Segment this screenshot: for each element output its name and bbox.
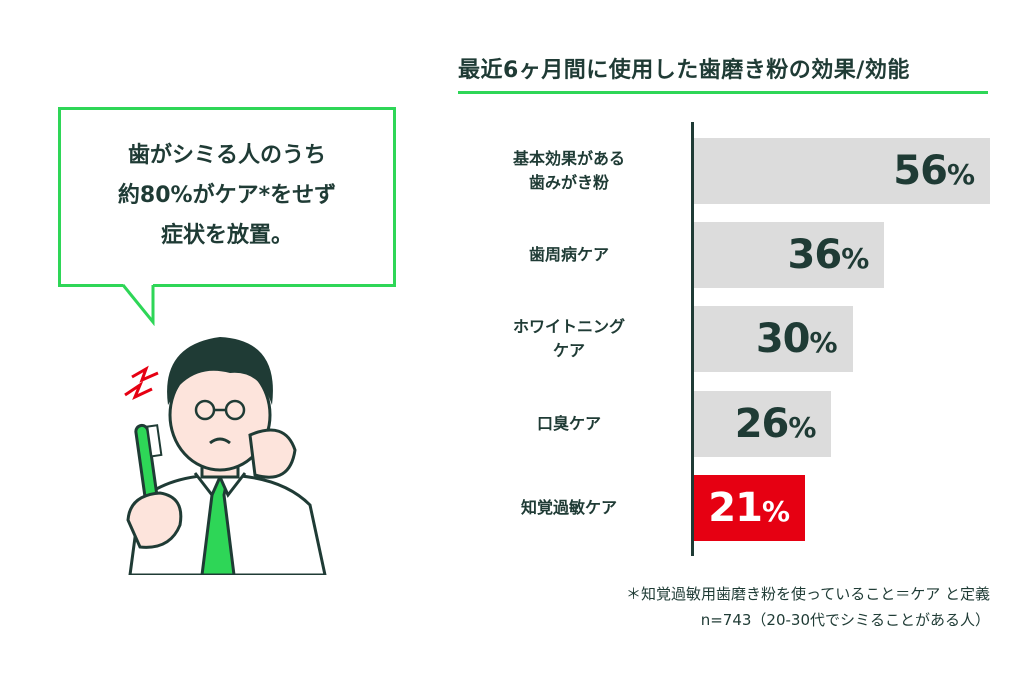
bar: 56%: [694, 138, 990, 204]
category-label-line: ホワイトニング: [512, 317, 625, 336]
bubble-line: 歯がシミる人のうち: [127, 143, 326, 168]
speech-bubble: 歯がシミる人のうち 約80%がケア*をせず 症状を放置。: [58, 107, 396, 287]
category-label-line: 歯みがき粉: [528, 173, 609, 192]
category-label: 基本効果がある 歯みがき粉: [459, 147, 679, 195]
bar-row: ホワイトニング ケア 30%: [0, 306, 1024, 372]
bubble-line: 症状を放置。: [160, 223, 293, 248]
category-label-line: 歯周病ケア: [528, 245, 609, 264]
speech-bubble-tail: [121, 284, 155, 326]
bar: 36%: [694, 222, 885, 288]
bar: 30%: [694, 306, 853, 372]
bar-row: 基本効果がある 歯みがき粉 56%: [0, 138, 1024, 204]
data-label-value: 36: [787, 232, 843, 278]
bubble-line: 約80%がケア*をせず: [117, 183, 337, 208]
category-label-line: ケア: [552, 341, 585, 360]
data-label-unit: %: [788, 411, 816, 444]
data-label: 56%: [893, 148, 975, 194]
category-label-line: 口臭ケア: [536, 414, 601, 433]
bar-row: 知覚過敏ケア 21%: [0, 475, 1024, 541]
bar-row: 口臭ケア 26%: [0, 391, 1024, 457]
data-label: 30%: [755, 316, 838, 362]
category-label-line: 知覚過敏ケア: [520, 498, 617, 517]
bar: 26%: [694, 391, 832, 457]
footnote-definition: ＊知覚過敏用歯磨き粉を使っていること＝ケア と定義: [625, 585, 990, 603]
data-label-value: 21: [708, 485, 763, 531]
category-label: ホワイトニング ケア: [459, 315, 679, 363]
title-underline: [458, 91, 988, 94]
bubble-text: 歯がシミる人のうち 約80%がケア*をせず 症状を放置。: [61, 136, 393, 256]
data-label-unit: %: [809, 326, 838, 359]
category-label: 口臭ケア: [459, 412, 679, 436]
data-label: 36%: [787, 232, 870, 278]
y-axis-line: [691, 122, 694, 556]
data-label-value: 56: [893, 148, 948, 194]
data-label-value: 26: [734, 401, 790, 447]
category-label: 歯周病ケア: [459, 243, 679, 267]
chart-title: 最近6ヶ月間に使用した歯磨き粉の効果/効能: [458, 58, 910, 83]
category-label: 知覚過敏ケア: [459, 496, 679, 520]
data-label-unit: %: [841, 242, 869, 275]
category-label-line: 基本効果がある: [512, 149, 625, 168]
data-label-value: 30: [755, 316, 811, 362]
data-label-unit: %: [761, 495, 790, 528]
data-label-unit: %: [946, 158, 975, 191]
man-with-toothache-illustration: [124, 337, 327, 575]
bar-row: 歯周病ケア 36%: [0, 222, 1024, 288]
data-label: 21%: [708, 485, 790, 531]
data-label: 26%: [734, 401, 817, 447]
footnote-sample: n=743（20-30代でシミることがある人）: [700, 611, 990, 629]
bar: 21%: [694, 475, 805, 541]
